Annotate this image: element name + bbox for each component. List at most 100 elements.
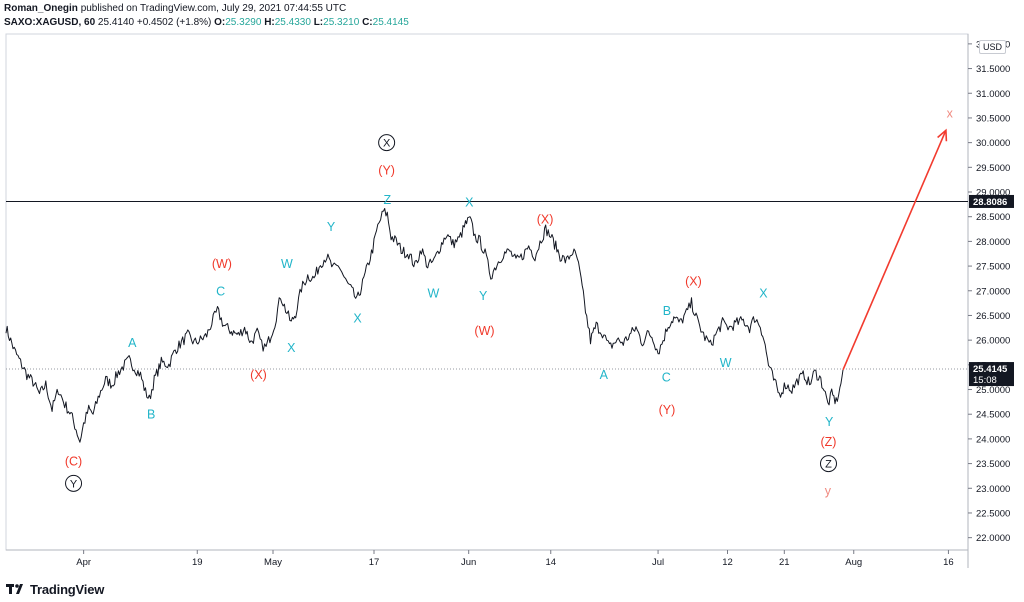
tradingview-logo[interactable]: TradingView — [6, 580, 104, 598]
wave-label: B — [147, 408, 155, 422]
wave-label: B — [663, 304, 671, 318]
open-value: 25.3290 — [225, 17, 262, 28]
wave-label-text: A — [600, 368, 609, 382]
wave-label-text: Y — [479, 289, 488, 303]
wave-label: W — [427, 287, 439, 301]
wave-label-text: Z — [825, 459, 832, 471]
wave-label: (C) — [65, 455, 82, 469]
currency-button[interactable]: USD — [979, 40, 1007, 54]
wave-label-text: (C) — [65, 455, 82, 469]
arrow-shaft — [842, 129, 947, 371]
wave-label-text: (X) — [685, 274, 702, 288]
wave-label-text: (Y) — [659, 403, 676, 417]
wave-label-text: Z — [383, 193, 391, 207]
price-line — [5, 208, 844, 443]
wave-label: Y — [825, 415, 834, 429]
publish-date: published on TradingView.com, July 29, 2… — [80, 3, 347, 14]
x-tick-label: 16 — [943, 557, 954, 568]
wave-label-text: C — [662, 371, 671, 385]
horizontal-lines — [6, 200, 968, 370]
wave-label-text: W — [281, 257, 293, 271]
y-tick-label: 30.0000 — [976, 138, 1010, 149]
y-tick-label: 23.0000 — [976, 484, 1010, 495]
price-tag-box — [969, 362, 1014, 387]
wave-label-text: X — [353, 311, 362, 325]
wave-label-text: X — [287, 341, 296, 355]
wave-label: A — [128, 336, 137, 350]
x-tick-label: 12 — [722, 557, 733, 568]
symbol-name[interactable]: SAXO:XAGUSD, 60 — [4, 17, 96, 28]
last-price: 25.4140 — [97, 17, 135, 28]
wave-label-text: B — [147, 408, 155, 422]
author-name[interactable]: Roman_Onegin — [4, 3, 78, 14]
x-tick-label: 14 — [545, 557, 556, 568]
y-tick-label: 28.5000 — [976, 212, 1010, 223]
price-series — [5, 208, 844, 443]
y-tick-label: 22.0000 — [976, 533, 1010, 544]
wave-label: X — [353, 311, 362, 325]
close-value: 25.4145 — [372, 17, 409, 28]
close-label: C: — [362, 17, 373, 28]
publish-info: Roman_Onegin published on TradingView.co… — [4, 3, 346, 14]
y-tick-label: 22.5000 — [976, 508, 1010, 519]
projection-arrow — [842, 128, 948, 371]
price-axis[interactable]: 22.0000 22.5000 23.0000 23.5000 24.0000 24.50… — [968, 39, 1010, 544]
wave-label-text: Y — [327, 220, 336, 234]
wave-label-text: X — [465, 195, 474, 209]
x-tick-label: 21 — [779, 557, 790, 568]
y-tick-label: 25.0000 — [976, 385, 1010, 396]
wave-label-text: B — [663, 304, 671, 318]
wave-label: X — [465, 195, 474, 209]
wave-label-text: (Z) — [821, 435, 837, 449]
wave-label-text: Y — [70, 478, 78, 490]
wave-label: y — [825, 484, 832, 498]
time-axis[interactable]: Apr 19 May 17 Jun 14 Jul 12 21 Aug 16 — [76, 550, 954, 568]
tradingview-logo-icon — [6, 584, 23, 594]
wave-label-text: (X) — [250, 368, 267, 382]
wave-label: C — [216, 284, 225, 298]
wave-label-text: A — [128, 336, 137, 350]
y-tick-label: 27.5000 — [976, 262, 1010, 273]
circled-wave-label: Z — [819, 455, 837, 473]
circled-wave-label: Y — [65, 474, 83, 492]
low-value: 25.3210 — [323, 17, 360, 28]
y-tick-label: 31.5000 — [976, 64, 1010, 75]
wave-label: Y — [327, 220, 336, 234]
x-tick-label: Apr — [76, 557, 91, 568]
high-value: 25.4330 — [274, 17, 311, 28]
y-tick-label: 23.5000 — [976, 459, 1010, 470]
wave-label-text: Y — [825, 415, 834, 429]
wave-label-text: X — [759, 287, 768, 301]
wave-label-circle — [819, 455, 837, 473]
x-tick-label: 17 — [369, 557, 380, 568]
wave-label-text: W — [720, 356, 732, 370]
wave-label-text: (Y) — [378, 163, 395, 177]
wave-label: W — [720, 356, 732, 370]
wave-label-text: (X) — [537, 213, 554, 227]
price-tag-value: 25.4145 — [973, 364, 1008, 375]
wave-label: (Z) — [821, 435, 837, 449]
low-label: L: — [313, 17, 324, 28]
wave-label: C — [662, 371, 671, 385]
wave-label: (W) — [474, 324, 494, 338]
y-tick-label: 24.5000 — [976, 410, 1010, 421]
price-change: +0.4502 (+1.8%) — [136, 17, 212, 28]
wave-label-text: C — [216, 284, 225, 298]
wave-label: X — [287, 341, 296, 355]
x-tick-label: Jul — [652, 557, 664, 568]
wave-label: (Y) — [378, 163, 395, 177]
y-tick-label: 26.0000 — [976, 336, 1010, 347]
x-tick-label: May — [264, 557, 282, 568]
wave-label-text: (W) — [212, 257, 232, 271]
x-tick-label: Aug — [845, 557, 862, 568]
wave-label: Z — [383, 193, 391, 207]
logo-text: TradingView — [30, 581, 105, 597]
wave-label: (X) — [685, 274, 702, 288]
symbol-info: SAXO:XAGUSD, 60 25.4140 +0.4502 (+1.8%) … — [4, 17, 409, 28]
wave-label-text: X — [383, 138, 391, 150]
price-tag-countdown: 15:08 — [973, 375, 997, 386]
y-tick-label: 24.0000 — [976, 434, 1010, 445]
wave-label-text: W — [427, 287, 439, 301]
